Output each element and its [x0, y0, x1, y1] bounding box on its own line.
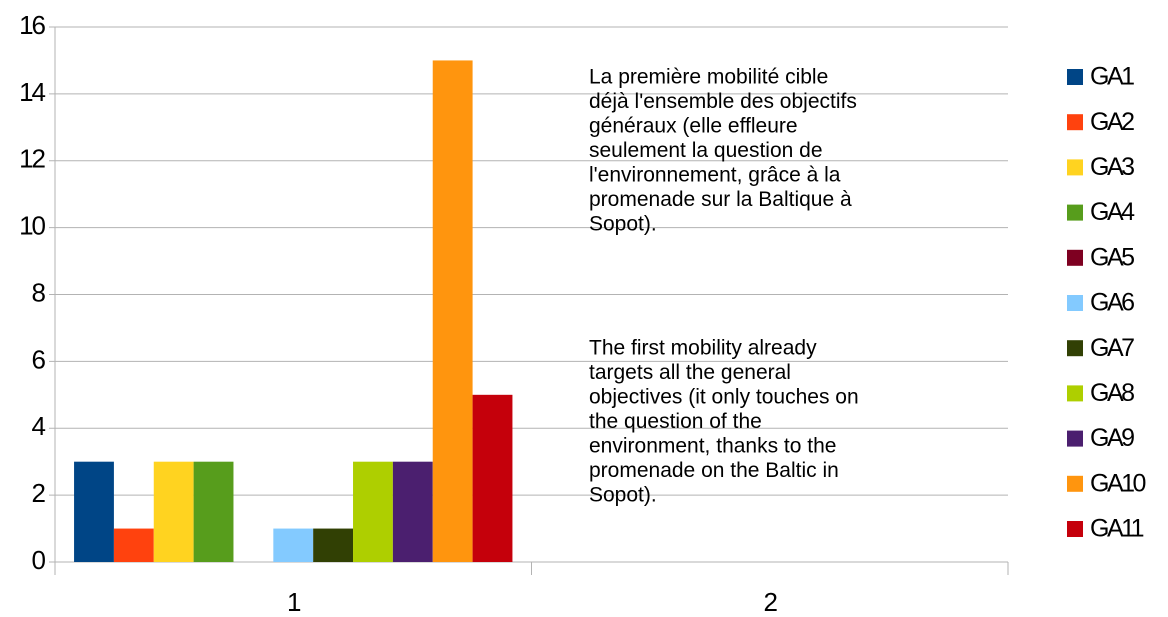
legend-label: GA3	[1090, 153, 1134, 181]
annotation: The first mobility already	[589, 337, 817, 360]
annotation: promenade on the Baltic in	[589, 459, 839, 482]
legend-swatch	[1067, 521, 1083, 537]
legend-label: GA7	[1090, 334, 1134, 362]
legend-label: GA6	[1090, 289, 1134, 317]
legend-swatch	[1067, 114, 1083, 131]
y-tick-label: 16	[19, 10, 45, 40]
annotation: promenade sur la Baltique à	[589, 188, 852, 211]
legend-label: GA11	[1090, 515, 1144, 543]
bar	[74, 461, 114, 562]
y-tick-label: 2	[32, 478, 46, 508]
bar	[273, 528, 314, 562]
y-tick-label: 6	[32, 344, 46, 374]
annotation: seulement la question de	[589, 139, 823, 162]
legend-label: GA1	[1090, 63, 1134, 91]
bar	[193, 461, 234, 562]
legend-swatch	[1067, 385, 1083, 402]
annotation: La première mobilité cible	[589, 66, 828, 89]
bar	[353, 461, 393, 562]
legend-label: GA10	[1090, 469, 1146, 497]
annotation: targets all the general	[589, 361, 791, 384]
y-tick-label: 10	[19, 211, 45, 241]
bar	[392, 461, 433, 562]
y-tick-label: 8	[32, 277, 46, 307]
annotation: déjà l'ensemble des objectifs	[589, 90, 857, 113]
legend-swatch	[1067, 249, 1083, 266]
bar	[432, 60, 473, 562]
legend-label: GA9	[1090, 424, 1134, 452]
legend-swatch	[1067, 204, 1083, 221]
annotation: Sopot).	[589, 484, 657, 507]
bar	[113, 528, 154, 562]
legend-swatch	[1067, 475, 1083, 492]
x-tick-label: 2	[764, 587, 778, 617]
legend-label: GA2	[1090, 108, 1134, 136]
legend-swatch	[1067, 340, 1083, 357]
legend-swatch	[1067, 159, 1083, 176]
bar	[153, 461, 194, 562]
legend-label: GA4	[1090, 198, 1135, 226]
annotation: l'environnement, grâce à la	[589, 164, 841, 187]
y-tick-label: 4	[32, 411, 46, 441]
bar	[472, 394, 513, 562]
annotation: environment, thanks to the	[589, 435, 836, 458]
legend-swatch	[1067, 295, 1083, 311]
annotation: Sopot).	[589, 213, 657, 236]
annotation: the question of the	[589, 410, 762, 433]
y-tick-label: 0	[32, 545, 46, 575]
legend-swatch	[1067, 430, 1083, 447]
y-tick-label: 12	[19, 144, 45, 174]
y-tick-label: 14	[19, 77, 45, 107]
legend-label: GA8	[1090, 379, 1134, 407]
legend-swatch	[1067, 69, 1083, 85]
annotation: généraux (elle effleure	[589, 115, 798, 138]
bar	[313, 528, 354, 562]
legend-label: GA5	[1090, 243, 1134, 271]
x-tick-label: 1	[287, 587, 301, 617]
annotation: objectives (it only touches on	[589, 386, 859, 409]
